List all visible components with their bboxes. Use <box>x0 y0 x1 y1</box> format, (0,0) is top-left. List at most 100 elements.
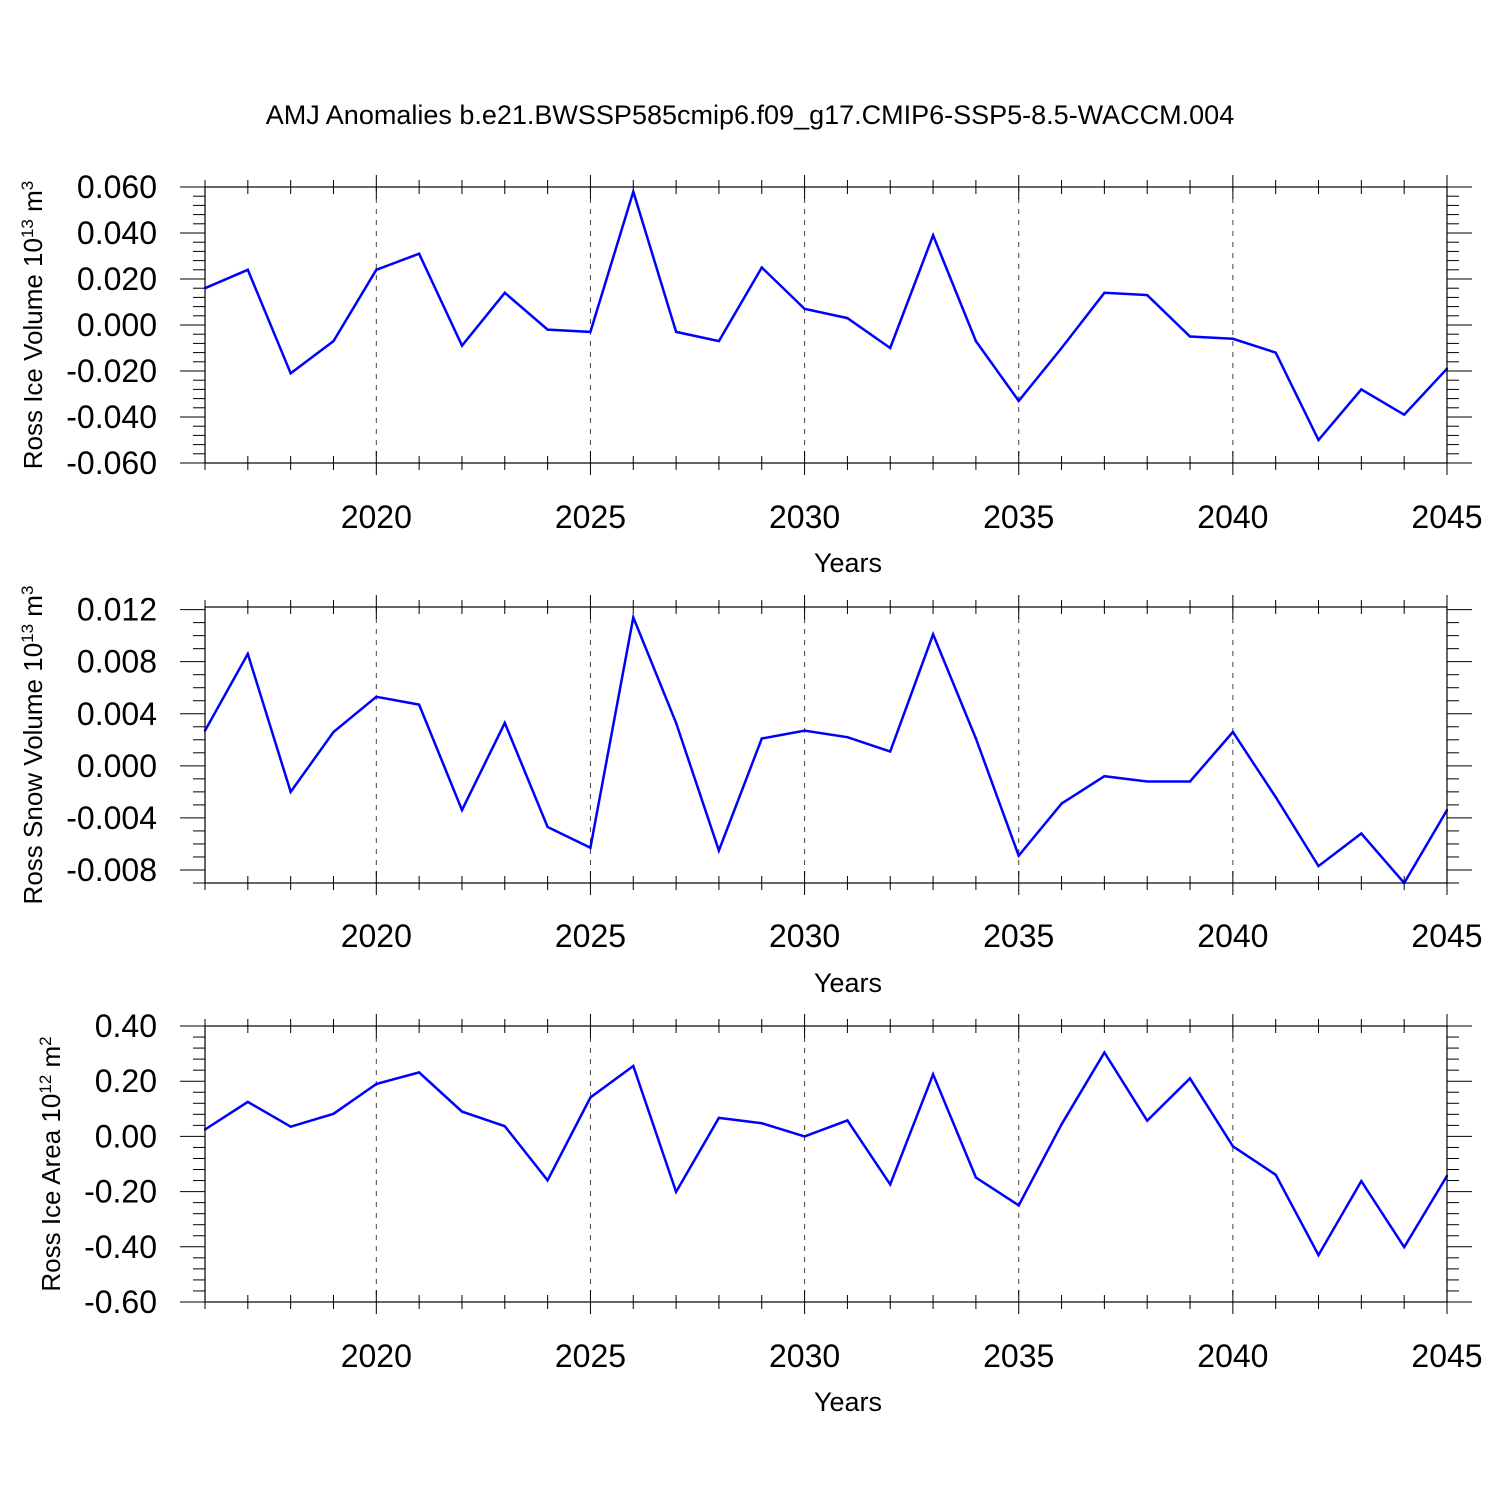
y-label-text: m <box>18 595 48 624</box>
x-tick-label: 2035 <box>983 918 1054 954</box>
plot-frame <box>204 186 1448 464</box>
data-point <box>803 1135 806 1138</box>
data-point <box>1360 832 1363 835</box>
data-point <box>417 252 421 255</box>
data-point <box>1103 291 1106 294</box>
data-point <box>846 735 849 739</box>
data-point <box>246 1100 250 1104</box>
data-point <box>674 1190 678 1194</box>
data-point <box>546 825 549 829</box>
data-point <box>931 1073 935 1076</box>
y-axis-label: Ross Ice Area 1012 m2 <box>36 1036 67 1291</box>
x-tick-label: 2020 <box>341 1338 412 1374</box>
data-point <box>246 268 250 271</box>
panel-ice-volume: 2020 2025 2030 2035 2040 2045 -0.060 -0.040 -0.0… <box>18 169 1483 578</box>
x-tick-label: 2040 <box>1197 1338 1268 1374</box>
x-tick-label: 2020 <box>341 499 412 535</box>
x-tick-label: 2020 <box>341 918 412 954</box>
data-point <box>332 339 335 343</box>
data-point <box>974 1176 978 1179</box>
data-point <box>717 849 721 852</box>
data-point <box>1231 337 1235 340</box>
x-tick-label: 2025 <box>555 499 626 535</box>
data-point <box>632 190 635 193</box>
y-tick-label: 0.012 <box>77 592 157 628</box>
data-point <box>931 633 935 636</box>
x-tick-label: 2035 <box>983 1338 1054 1374</box>
data-point <box>589 846 592 850</box>
data-point <box>889 346 892 350</box>
data-point <box>760 737 763 740</box>
y-tick-label: -0.60 <box>84 1284 157 1320</box>
y-label-text: Ross Snow Volume 10 <box>18 643 48 905</box>
data-point <box>803 729 806 732</box>
data-point <box>1274 351 1277 354</box>
data-point <box>1231 730 1235 734</box>
data-point <box>717 339 721 343</box>
data-point <box>589 1096 592 1099</box>
data-point <box>1317 1253 1320 1257</box>
y-tick-label: -0.008 <box>66 852 157 888</box>
data-point <box>760 1121 763 1125</box>
y-axis-label: Ross Ice Volume 1013 m3 <box>18 181 49 470</box>
y-tick-label: 0.000 <box>77 307 157 343</box>
data-point <box>931 234 935 237</box>
x-axis-label: Years <box>814 548 882 578</box>
data-point <box>632 616 635 619</box>
data-point <box>760 266 763 269</box>
data-point <box>503 291 506 294</box>
series-line <box>203 612 1449 886</box>
data-point <box>332 730 335 734</box>
x-tick-label: 2040 <box>1197 918 1268 954</box>
data-point <box>246 652 250 656</box>
x-tick-label: 2030 <box>769 499 840 535</box>
y-tick-label: 0.008 <box>77 644 157 680</box>
panel-snow-volume: 2020 2025 2030 2035 2040 2045 -0.008 -0.004 0.00… <box>18 586 1483 998</box>
x-tick-label: 2040 <box>1197 499 1268 535</box>
data-point <box>846 316 849 320</box>
y-label-superscript: 3 <box>18 586 37 595</box>
data-point <box>289 1125 292 1128</box>
data-point <box>674 330 678 334</box>
data-point <box>289 372 292 375</box>
data-point <box>332 1112 335 1115</box>
data-point <box>889 1183 892 1186</box>
data-point <box>889 750 892 753</box>
plot-frame <box>204 606 1448 884</box>
data-point <box>546 1179 549 1182</box>
data-point <box>503 1124 506 1128</box>
data-point <box>1317 864 1320 868</box>
panel-ice-area: 2020 2025 2030 2035 2040 2045 -0.60 -0.40 -0.20 0… <box>36 1008 1483 1417</box>
data-point <box>1146 293 1149 297</box>
data-point <box>846 1119 849 1122</box>
data-point <box>1060 802 1063 805</box>
data-point <box>1231 1145 1235 1148</box>
y-tick-label: 0.40 <box>95 1008 157 1044</box>
y-tick-label: 0.060 <box>77 169 157 205</box>
data-point <box>1103 775 1106 778</box>
figure-title: AMJ Anomalies b.e21.BWSSP585cmip6.f09_g1… <box>266 100 1234 130</box>
y-label-superscript: 2 <box>36 1036 55 1045</box>
data-point <box>1188 780 1192 783</box>
data-point <box>1188 1077 1192 1080</box>
x-tick-label: 2035 <box>983 499 1054 535</box>
y-label-text: m <box>36 1046 66 1075</box>
y-tick-label: -0.004 <box>66 800 157 836</box>
data-point <box>1274 1173 1277 1176</box>
y-tick-label: 0.004 <box>77 696 157 732</box>
series-line <box>204 1050 1449 1258</box>
x-axis-label: Years <box>814 968 882 998</box>
data-point <box>1060 1123 1063 1126</box>
data-point <box>375 1082 378 1086</box>
data-point <box>1360 388 1363 391</box>
y-tick-label: 0.040 <box>77 215 157 251</box>
data-point <box>1402 413 1406 416</box>
y-label-text: m <box>18 190 48 219</box>
data-point <box>1017 1204 1020 1207</box>
y-tick-label: 0.000 <box>77 748 157 784</box>
data-point <box>289 790 292 794</box>
data-point <box>1060 346 1063 350</box>
data-point <box>1146 780 1149 783</box>
y-tick-label: -0.060 <box>66 445 157 481</box>
y-label-text: Ross Ice Area 10 <box>36 1094 66 1292</box>
